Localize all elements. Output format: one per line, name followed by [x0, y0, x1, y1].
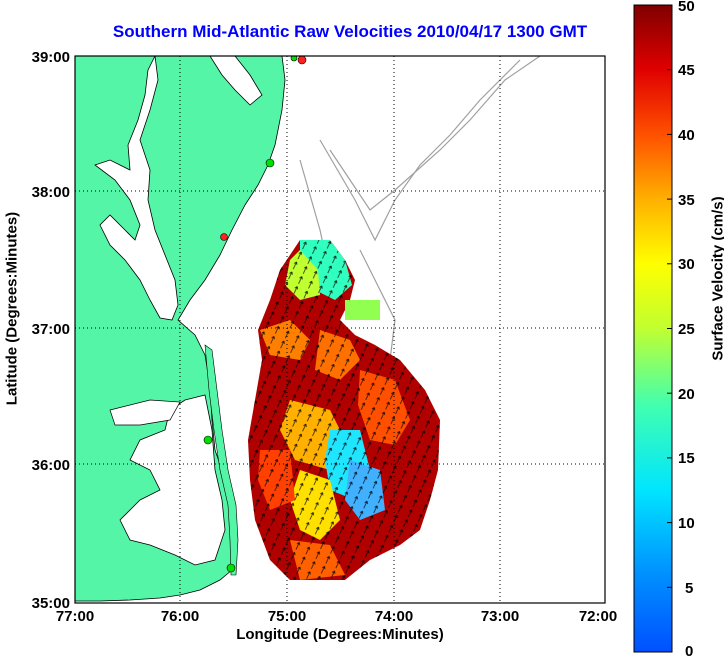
radar-station	[290, 56, 298, 62]
colorbar-tick-label: 5	[685, 580, 693, 597]
y-tick-label: 36:00	[32, 457, 70, 474]
velocity-vectors	[248, 240, 440, 580]
colorbar-tick-label: 0	[685, 643, 693, 659]
colorbar-tick-label: 20	[678, 386, 695, 403]
x-tick-label: 73:00	[481, 608, 519, 625]
y-tick-label: 38:00	[32, 184, 70, 201]
colorbar-ticks	[667, 4, 672, 588]
colorbar-tick-label: 15	[678, 450, 695, 467]
colorbar-tick-label: 50	[678, 0, 695, 15]
y-tick-label: 35:00	[32, 595, 70, 612]
colorbar-tick-label: 30	[678, 256, 695, 273]
x-tick-label: 74:00	[375, 608, 413, 625]
colorbar-tick-label: 25	[678, 321, 695, 338]
barrier-island	[204, 344, 239, 576]
x-axis-label: Longitude (Degrees:Minutes)	[236, 626, 444, 643]
colorbar-tick-label: 10	[678, 515, 695, 532]
x-tick-label: 76:00	[161, 608, 199, 625]
x-tick-label: 77:00	[56, 608, 94, 625]
x-tick-label: 75:00	[268, 608, 306, 625]
map-title: Southern Mid-Atlantic Raw Velocities 201…	[112, 22, 588, 41]
colorbar-tick-labels: 50 45 40 35 30 25 20 15 10 5 0	[678, 0, 695, 659]
y-tick-labels: 39:00 38:00 37:00 36:00 35:00	[32, 49, 70, 612]
colorbar-tick-label: 35	[678, 192, 695, 209]
x-tick-labels: 77:00 76:00 75:00 74:00 73:00 72:00	[56, 608, 617, 625]
chesapeake-bay	[94, 56, 179, 321]
plot-frame	[74, 55, 606, 604]
radar-station	[265, 158, 275, 168]
graticule	[75, 56, 605, 603]
radar-station	[226, 563, 236, 573]
radar-station	[220, 233, 228, 241]
colorbar	[633, 4, 673, 653]
y-tick-label: 39:00	[32, 49, 70, 66]
colorbar-tick-label: 40	[678, 127, 695, 144]
y-tick-label: 37:00	[32, 321, 70, 338]
radar-station	[203, 435, 213, 445]
albemarle-sound	[109, 399, 181, 426]
y-axis-label: Latitude (Degrees:Minutes)	[3, 211, 21, 406]
delaware-bay	[209, 56, 263, 106]
x-tick-label: 72:00	[579, 608, 617, 625]
pamlico-sound	[119, 394, 226, 566]
radar-station	[297, 56, 307, 65]
colorbar-tick-label: 45	[678, 62, 695, 79]
colorbar-label: Surface Velocity (cm/s)	[709, 196, 724, 361]
